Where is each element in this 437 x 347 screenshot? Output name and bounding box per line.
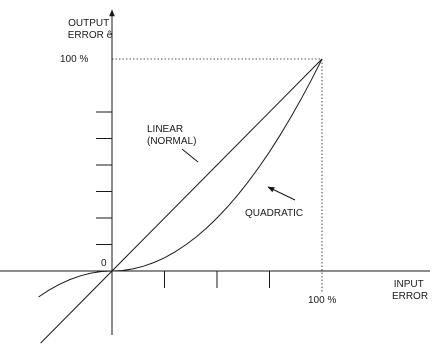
tick-layer [96,111,270,288]
y-axis-title-line-1: OUTPUT [68,18,109,29]
x-axis-title-line-1: INPUT [394,279,424,290]
series-linear-line [40,58,323,344]
series-label-linear-line-2: (NORMAL) [147,136,196,147]
y-axis-title: OUTPUT ERROR ê [68,18,113,41]
series-label-linear: LINEAR (NORMAL) [147,124,196,147]
series-label-quadratic: QUADRATIC [245,208,303,219]
series-quadratic-curve [38,58,323,298]
origin-label: 0 [101,258,107,269]
series-label-linear-line-1: LINEAR [147,124,183,135]
y-axis-title-line-2: ERROR ê [68,30,113,41]
y-max-label: 100 % [60,54,88,65]
x-axis-title-line-2: ERROR [392,291,428,302]
x-max-label: 100 % [308,295,336,306]
series-label-quadratic-pointer [267,186,296,201]
series-layer [38,58,323,344]
series-label-linear-leader [181,148,199,163]
x-axis-title: INPUT ERROR [392,279,428,302]
